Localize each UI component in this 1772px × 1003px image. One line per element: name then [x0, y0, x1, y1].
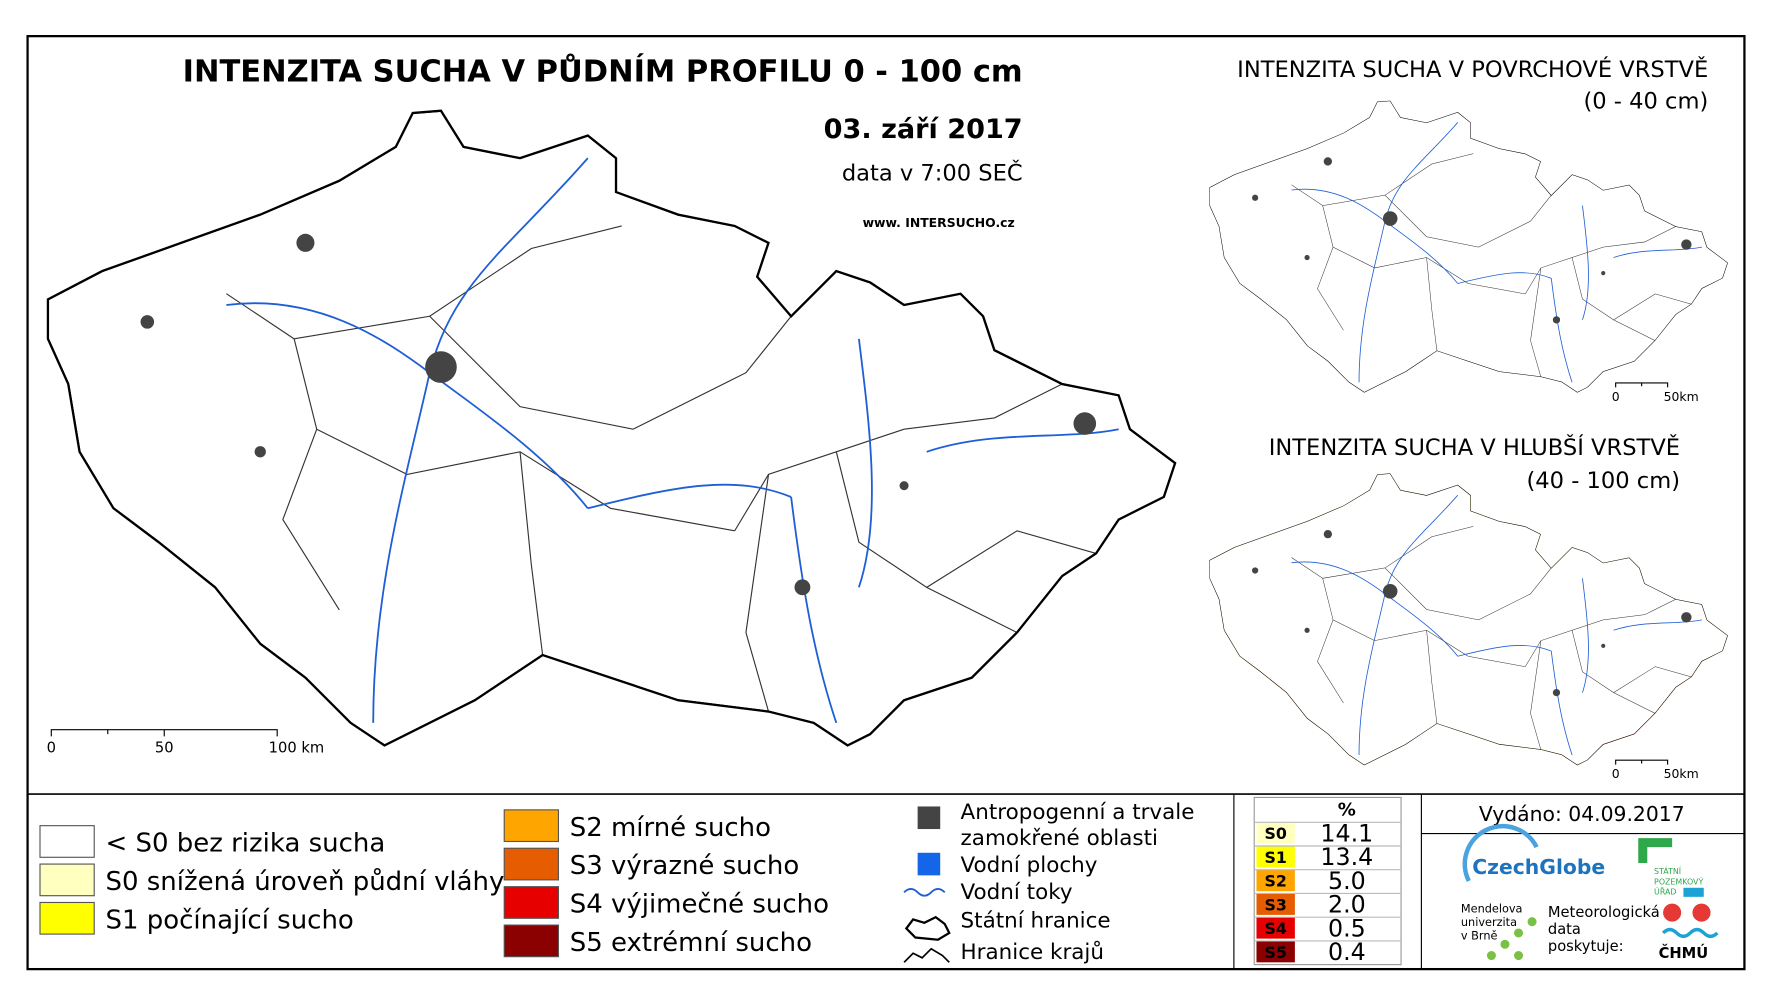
- table-swatch: [1256, 869, 1295, 892]
- shape: [50, 729, 278, 737]
- table-class: S2: [1264, 872, 1286, 891]
- shape: [1486, 951, 1496, 961]
- table-percent: 0.5: [1328, 914, 1366, 942]
- shape: [1638, 838, 1673, 863]
- title: INTENZITA SUCHA V PŮDNÍM PROFILU 0 - 100…: [183, 52, 1023, 89]
- logo-spu: STÁTNÍ: [1654, 865, 1682, 876]
- legend-label: Hranice krajů: [961, 940, 1104, 965]
- inset-subtitle: (0 - 40 cm): [1583, 88, 1708, 114]
- shape: [1692, 903, 1711, 922]
- shape: [1500, 939, 1510, 949]
- shape: [1661, 927, 1719, 939]
- table-percent: 2.0: [1328, 891, 1366, 919]
- legend-label: S1 počínající sucho: [106, 905, 354, 935]
- table-swatch: [1256, 917, 1295, 939]
- shape: [1527, 917, 1537, 927]
- legend-label: zamokřené oblasti: [961, 826, 1158, 851]
- kraj-icon: [903, 947, 950, 963]
- legend-swatch: [39, 901, 95, 935]
- table-percent: 13.4: [1320, 843, 1373, 871]
- table-percent: 5.0: [1328, 867, 1366, 895]
- legend-label: S5 extrémní sucho: [570, 928, 812, 958]
- inset-title: INTENZITA SUCHA V POVRCHOVÉ VRSTVĚ: [1237, 55, 1708, 83]
- table-frame: [1253, 796, 1402, 966]
- legend-label: S0 snížená úroveň půdní vláhy: [106, 867, 505, 897]
- main-scale: [50, 729, 278, 737]
- legend-label: S2 mírné sucho: [570, 813, 771, 843]
- shape: [1514, 951, 1524, 961]
- date: 03. září 2017: [824, 114, 1023, 145]
- legend-label: Vodní toky: [961, 880, 1073, 905]
- legend-label: < S0 bez rizika sucha: [106, 829, 386, 859]
- shape: [1683, 887, 1704, 897]
- logo-chmu: ČHMÚ: [1659, 944, 1709, 962]
- inset-title: INTENZITA SUCHA V HLUBŠÍ VRSTVĚ: [1269, 433, 1680, 461]
- table-header: %: [1338, 800, 1356, 821]
- table-swatch: [1256, 940, 1295, 963]
- website: www. INTERSUCHO.cz: [863, 215, 1015, 230]
- table-percent: 0.4: [1328, 938, 1366, 966]
- legend-swatch: [39, 863, 95, 897]
- logos: CzechGlobe Mendelova univerzita v Brně S…: [1461, 823, 1719, 962]
- table-swatch: [1256, 822, 1295, 844]
- legend-swatch: [39, 825, 95, 858]
- logo-mendelu: univerzita: [1461, 916, 1517, 929]
- table-swatch: [1256, 893, 1295, 915]
- water-icon: [917, 852, 941, 876]
- data-time: data v 7:00 SEČ: [842, 159, 1023, 187]
- logo-chmu-note: data: [1548, 921, 1581, 938]
- inset-subtitle: (40 - 100 cm): [1527, 468, 1681, 494]
- inset-surface-map: [1209, 101, 1728, 393]
- logo-mendelu: Mendelova: [1461, 903, 1523, 916]
- shape: [1514, 928, 1524, 938]
- scale-label: 100 km: [269, 739, 324, 756]
- shape: [1663, 903, 1682, 922]
- river-icon: [903, 888, 946, 897]
- table-class: S1: [1264, 848, 1286, 867]
- legend-swatch: [503, 847, 560, 881]
- table-class: S0: [1264, 824, 1286, 843]
- border-icon: [904, 915, 951, 941]
- logo-spu: ÚŘAD: [1654, 886, 1676, 897]
- scale-label: 0: [1612, 389, 1620, 404]
- logo-chmu-note: poskytuje:: [1548, 938, 1624, 955]
- table-class: S3: [1264, 895, 1286, 914]
- logo-spu: POZEMKOVÝ: [1654, 875, 1703, 886]
- scale-label: 50km: [1664, 766, 1699, 781]
- shape: [1462, 823, 1539, 883]
- shape: [1486, 917, 1537, 961]
- scale-label: 50: [155, 739, 174, 756]
- anthropogenic-icon: [917, 806, 941, 830]
- table-percent: 14.1: [1320, 819, 1373, 847]
- table-swatch: [1256, 845, 1295, 868]
- stats-table: % S0 14.1 S1 13.4 S2 5.0 S3 2.0 S4 0.5 S5 0.4: [1253, 796, 1402, 966]
- legend-swatch: [503, 924, 560, 958]
- table-class: S5: [1264, 943, 1286, 962]
- logo-chmu-note: Meteorologická: [1548, 904, 1660, 921]
- legend-label: S3 výrazné sucho: [570, 851, 800, 881]
- scale-label: 0: [1612, 766, 1620, 781]
- legend-label: Státní hranice: [961, 908, 1111, 933]
- legend-swatch: [503, 886, 560, 919]
- legend: < S0 bez rizika sucha S0 snížená úroveň p…: [39, 809, 829, 958]
- logo-mendelu: v Brně: [1461, 930, 1498, 943]
- legend-swatch: [503, 809, 560, 843]
- scale-label: 50km: [1664, 389, 1699, 404]
- table-class: S4: [1264, 919, 1286, 938]
- logo-czechglobe: CzechGlobe: [1472, 855, 1605, 879]
- legend-label: S4 výjimečné sucho: [570, 890, 829, 920]
- scale-label: 0: [47, 739, 56, 756]
- inset-scale: [1615, 382, 1669, 388]
- legend-label: Antropogenní a trvale: [961, 800, 1195, 825]
- legend-label: Vodní plochy: [961, 853, 1098, 878]
- inset-scale: [1615, 759, 1669, 765]
- issued: Vydáno: 04.09.2017: [1479, 802, 1685, 826]
